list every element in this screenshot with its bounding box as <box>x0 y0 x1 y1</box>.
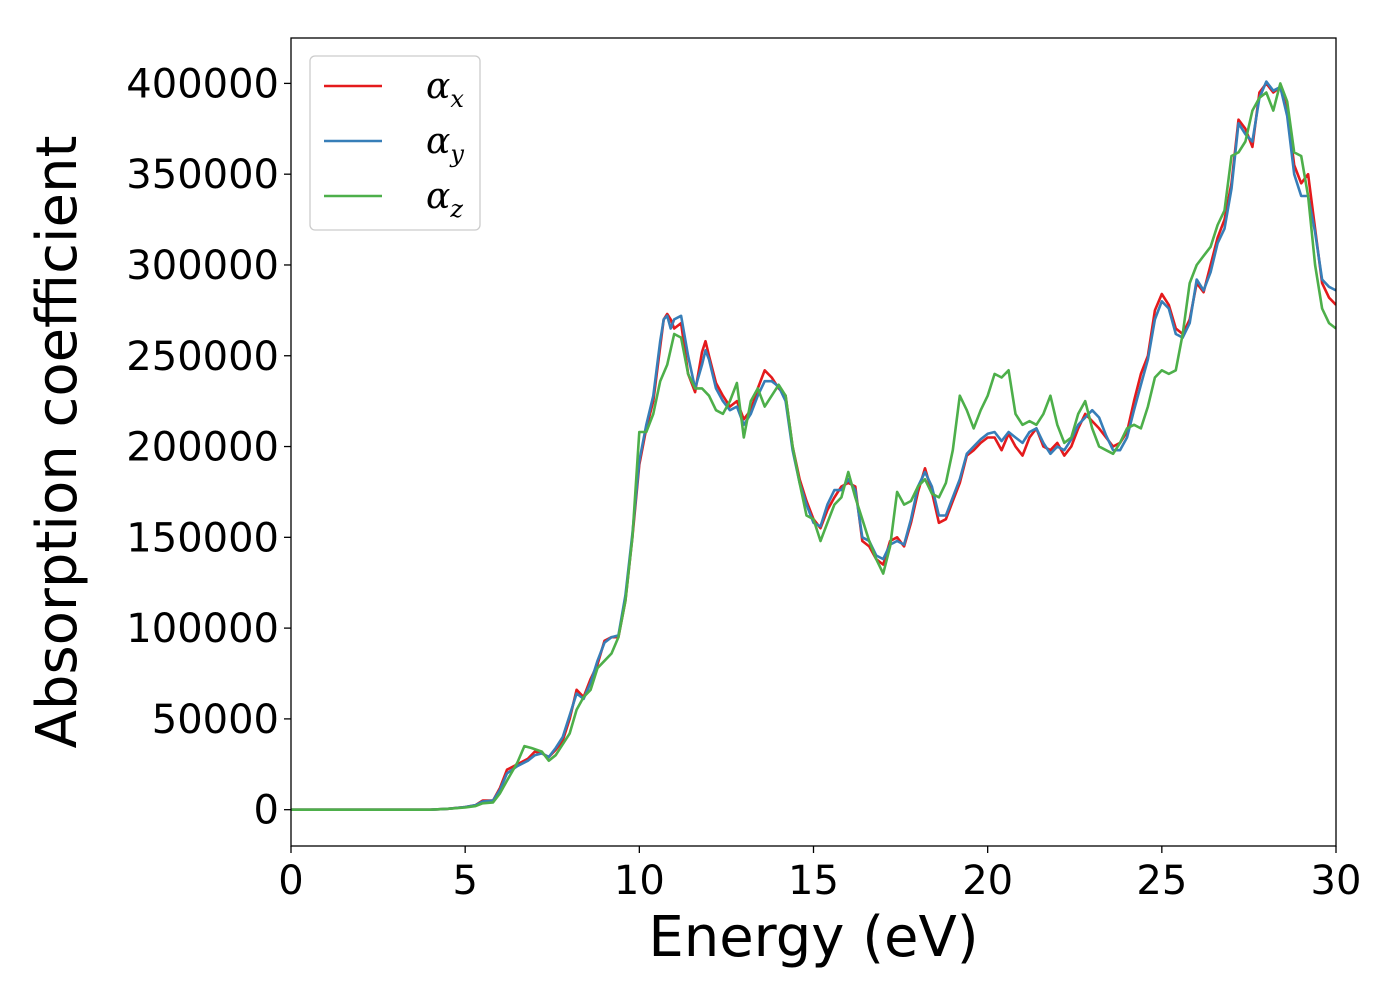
y-tick-label: 50000 <box>152 697 279 743</box>
x-axis: 0 5 10 15 20 25 30 <box>278 846 1361 904</box>
x-tick-label: 30 <box>1311 858 1362 904</box>
y-tick-label: 400000 <box>126 61 279 107</box>
x-tick-label: 10 <box>614 858 665 904</box>
x-axis-label: Energy (eV) <box>648 905 978 970</box>
y-tick-label: 200000 <box>126 425 279 471</box>
series-layer <box>291 80 1336 811</box>
y-axis-label: Absorption coefficient <box>25 136 90 749</box>
y-tick-label: 150000 <box>126 515 279 561</box>
y-tick-label: 300000 <box>126 243 279 289</box>
legend-label-z: αz <box>426 176 463 223</box>
x-tick-label: 20 <box>962 858 1013 904</box>
legend-label-x: αx <box>426 66 464 113</box>
y-tick-label: 100000 <box>126 606 279 652</box>
legend-box <box>309 55 481 231</box>
x-tick-label: 5 <box>452 858 477 904</box>
y-tick-label: 0 <box>254 788 279 834</box>
x-tick-label: 25 <box>1136 858 1187 904</box>
x-tick-label: 0 <box>278 858 303 904</box>
y-tick-label: 350000 <box>126 152 279 198</box>
y-axis: 0 50000 100000 150000 200000 250000 300000 3500… <box>126 61 291 834</box>
x-tick-label: 15 <box>788 858 839 904</box>
y-tick-label: 250000 <box>126 334 279 380</box>
series-line-z <box>291 82 1336 811</box>
legend: αx αy αz <box>309 55 481 231</box>
legend-label-y: αy <box>426 121 464 168</box>
